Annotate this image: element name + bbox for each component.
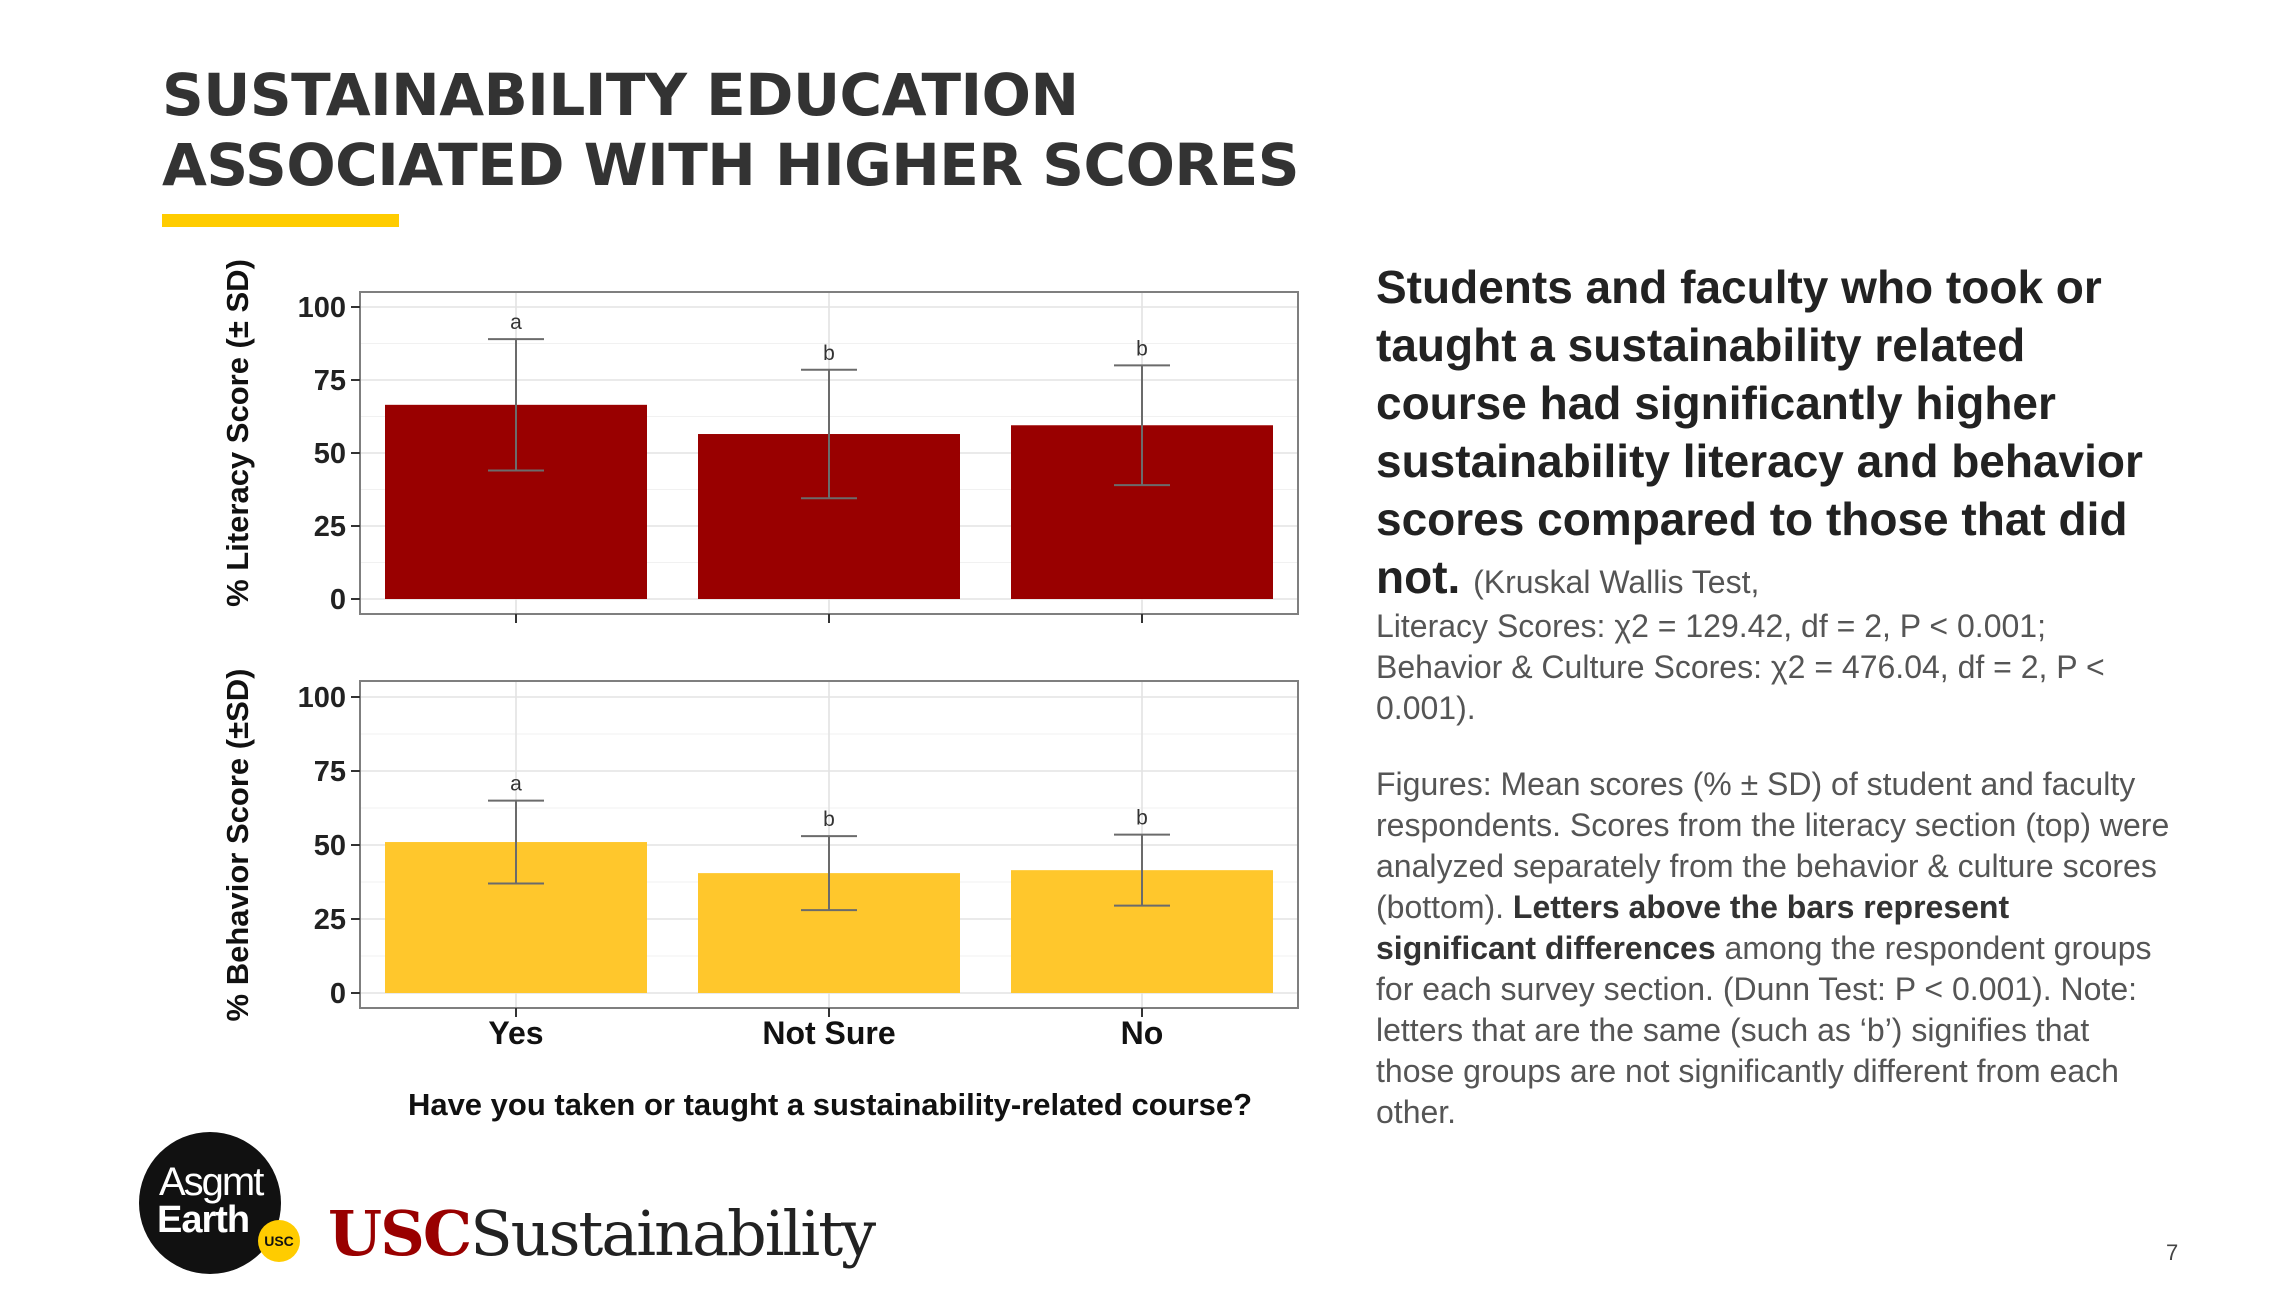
usc-wordmark: USC: [328, 1197, 472, 1270]
y-tick-label-literacy: 75: [314, 365, 346, 397]
sustainability-wordmark: Sustainability: [470, 1197, 876, 1270]
caption-bold: Letters above the bars represent signifi…: [1376, 889, 2010, 966]
x-tick-label-1: Not Sure: [762, 1015, 895, 1051]
significance-letter-literacy-2: b: [1136, 337, 1148, 360]
significance-letter-behavior-0: a: [510, 773, 522, 796]
y-tick-label-behavior: 0: [330, 978, 346, 1010]
x-tick-label-2: No: [1121, 1015, 1164, 1051]
logo-text-line2: Earth: [157, 1199, 250, 1241]
significance-letter-behavior-1: b: [823, 808, 835, 831]
y-tick-label-literacy: 50: [314, 438, 346, 470]
significance-letter-behavior-2: b: [1136, 807, 1148, 830]
y-tick-label-behavior: 100: [298, 682, 346, 714]
significance-letter-literacy-1: b: [823, 342, 835, 365]
slide-title-line1: SUSTAINABILITY EDUCATION: [162, 61, 1079, 129]
logo-text-line1: Asgmt: [159, 1160, 264, 1204]
assignment-earth-logo: Asgmt Earth: [139, 1132, 281, 1274]
page-number: 7: [2166, 1240, 2179, 1265]
slide-title-line2: ASSOCIATED WITH HIGHER SCORES: [162, 131, 1299, 199]
title-underline: [162, 214, 399, 227]
y-tick-label-literacy: 25: [314, 511, 346, 543]
significance-letter-literacy-0: a: [510, 311, 522, 334]
caption-part2: among the respondent groups for each sur…: [1376, 930, 2152, 1130]
y-axis-label-behavior: % Behavior Score (±SD): [220, 668, 255, 1022]
usc-sustainability-logo: USCSustainability: [328, 1197, 876, 1270]
slide-title: SUSTAINABILITY EDUCATION ASSOCIATED WITH…: [162, 60, 1299, 200]
y-tick-label-behavior: 25: [314, 904, 346, 936]
stats-inline: (Kruskal Wallis Test,: [1473, 564, 1760, 600]
findings-headline: Students and faculty who took or taught …: [1376, 261, 2143, 603]
y-tick-label-behavior: 50: [314, 830, 346, 862]
y-tick-label-literacy: 0: [330, 584, 346, 616]
usc-badge-logo: USC: [258, 1220, 300, 1262]
findings-text: Students and faculty who took or taught …: [1376, 258, 2166, 729]
x-tick-label-0: Yes: [488, 1015, 543, 1051]
y-axis-label-literacy: % Literacy Score (± SD): [220, 259, 255, 607]
bar-chart: a b b 0 25 50 75 100 a b b 0 25 50 75 100 Yes Not Sure No: [298, 291, 1299, 1051]
y-tick-label-literacy: 100: [298, 292, 346, 324]
stats-text: Literacy Scores: χ2 = 129.42, df = 2, P …: [1376, 608, 2105, 726]
caption-part1: Figures: Mean scores (% ± SD) of student…: [1376, 766, 2170, 925]
x-axis-label: Have you taken or taught a sustainabilit…: [407, 1087, 1253, 1122]
y-tick-label-behavior: 75: [314, 756, 346, 788]
figure-caption: Figures: Mean scores (% ± SD) of student…: [1376, 764, 2176, 1133]
